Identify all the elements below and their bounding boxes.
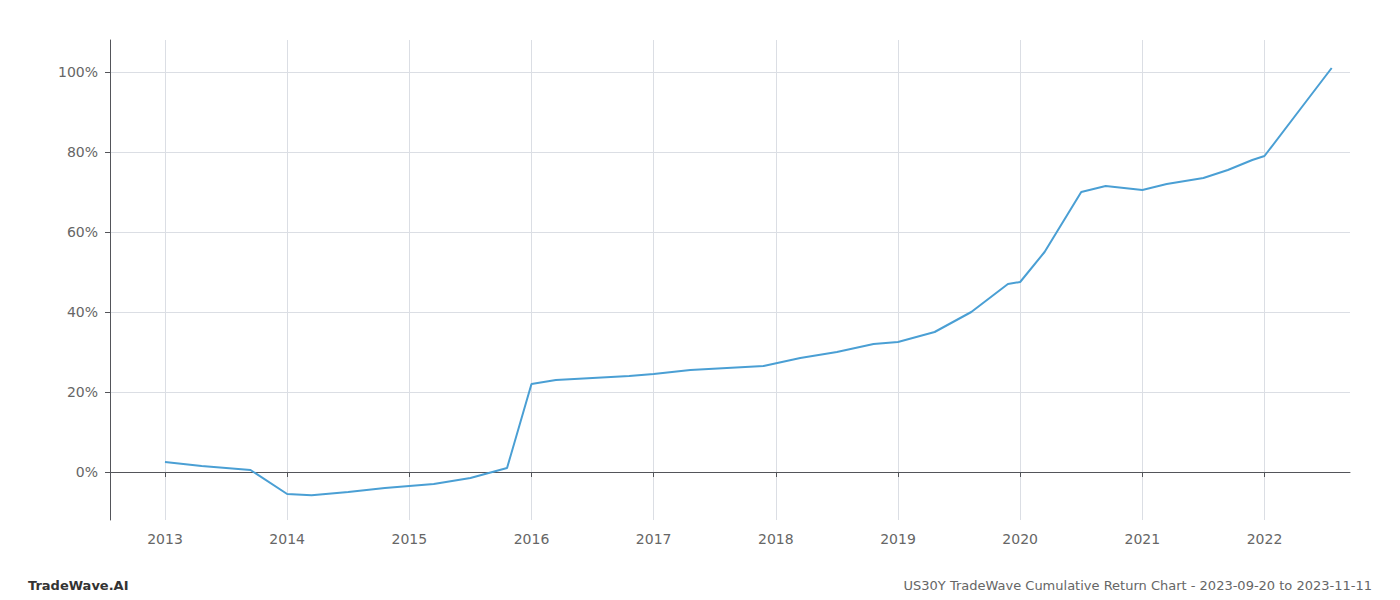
svg-text:2013: 2013 — [147, 531, 183, 547]
svg-text:2017: 2017 — [636, 531, 672, 547]
svg-text:0%: 0% — [76, 464, 98, 480]
svg-text:40%: 40% — [67, 304, 98, 320]
svg-text:2018: 2018 — [758, 531, 794, 547]
svg-text:TradeWave.AI: TradeWave.AI — [28, 578, 129, 593]
svg-text:2019: 2019 — [880, 531, 916, 547]
svg-text:60%: 60% — [67, 224, 98, 240]
svg-text:2022: 2022 — [1247, 531, 1283, 547]
svg-text:2014: 2014 — [269, 531, 305, 547]
svg-text:20%: 20% — [67, 384, 98, 400]
svg-text:80%: 80% — [67, 144, 98, 160]
svg-text:2020: 2020 — [1002, 531, 1038, 547]
svg-text:2015: 2015 — [391, 531, 427, 547]
svg-text:2016: 2016 — [514, 531, 550, 547]
svg-text:US30Y TradeWave Cumulative Ret: US30Y TradeWave Cumulative Return Chart … — [904, 578, 1372, 593]
svg-text:2021: 2021 — [1124, 531, 1160, 547]
svg-text:100%: 100% — [58, 64, 98, 80]
